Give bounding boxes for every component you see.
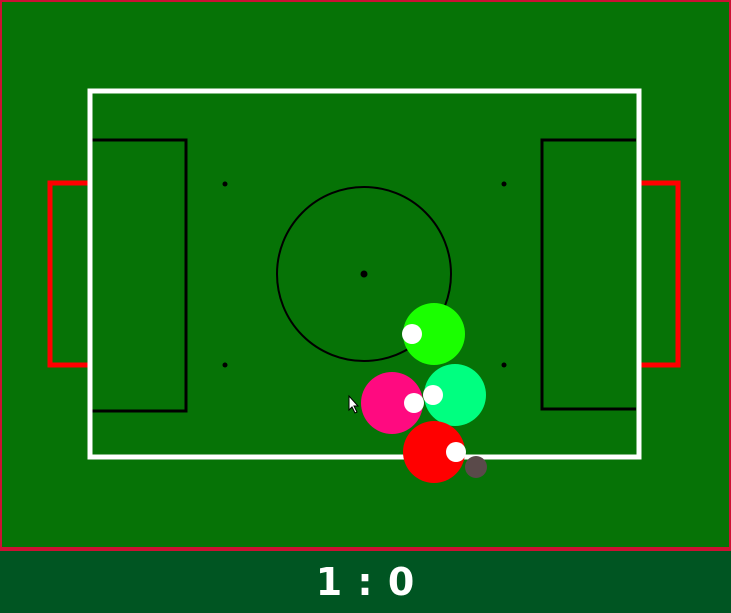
scoreboard: 1 : 0 (0, 549, 731, 613)
player-pink[interactable] (361, 372, 424, 434)
player-red-body (403, 421, 465, 483)
center-spot (360, 270, 368, 278)
mark-top-left (222, 181, 228, 187)
pitch-canvas[interactable] (0, 0, 731, 549)
ball[interactable] (465, 456, 487, 478)
pitch-outline (87, 88, 642, 460)
player-red[interactable] (403, 421, 466, 483)
mouse-pointer-icon (348, 394, 360, 414)
score-display: 1 : 0 (315, 560, 416, 604)
right-penalty-box (540, 138, 636, 411)
player-pink-head (404, 393, 424, 413)
players-layer (361, 303, 486, 483)
player-lime[interactable] (402, 303, 465, 365)
right-goal (640, 180, 681, 368)
player-lime-head (402, 324, 422, 344)
mark-top-right (501, 181, 507, 187)
left-goal (47, 180, 88, 368)
player-spring-green-body (424, 364, 486, 426)
center-circle (276, 186, 452, 362)
player-pink-body (361, 372, 423, 434)
left-penalty-box (92, 138, 188, 413)
soccer-field[interactable] (0, 0, 731, 549)
player-spring-green[interactable] (423, 364, 486, 426)
player-red-head (446, 442, 466, 462)
mark-bottom-right (501, 362, 507, 368)
player-spring-green-head (423, 385, 443, 405)
mark-bottom-left (222, 362, 228, 368)
player-lime-body (403, 303, 465, 365)
